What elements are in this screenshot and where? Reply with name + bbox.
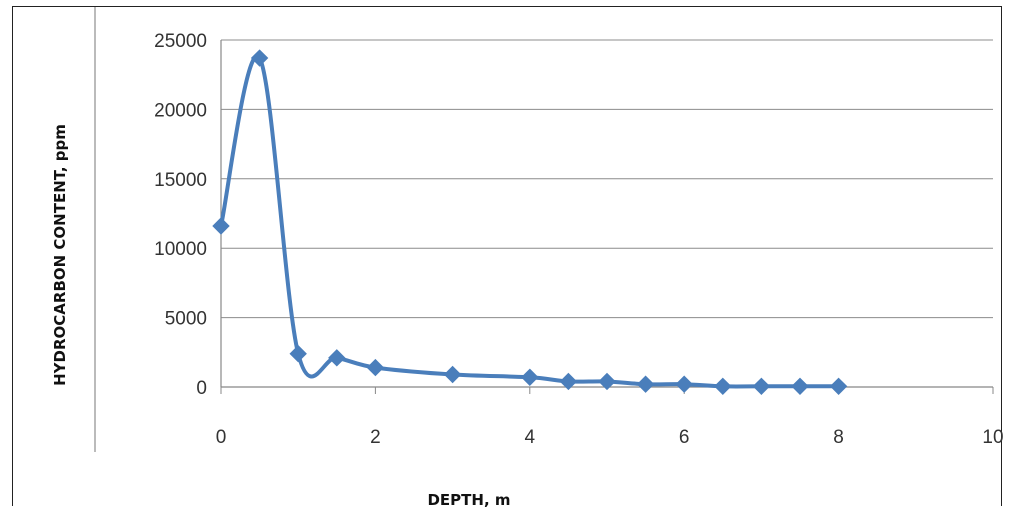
y-tick-label: 15000 — [154, 170, 207, 191]
data-series — [212, 49, 848, 396]
data-point-marker — [559, 372, 578, 391]
data-point-marker — [250, 49, 269, 67]
data-point-marker — [212, 217, 230, 235]
x-tick-label: 2 — [370, 427, 381, 448]
data-point-marker — [443, 365, 462, 384]
x-tick-label: 4 — [525, 427, 536, 448]
x-tick-label: 10 — [982, 427, 1003, 448]
y-tick-label: 0 — [196, 378, 207, 399]
data-point-marker — [366, 358, 385, 377]
x-tick-label: 0 — [216, 427, 227, 448]
x-tick-label: 6 — [679, 427, 690, 448]
data-point-marker — [328, 349, 346, 367]
chart-svg: 0 5000 10000 15000 20000 25000 0 2 4 6 8 10 DEPTH, … — [51, 7, 1004, 509]
y-tick-label: 25000 — [154, 31, 207, 52]
data-point-marker — [598, 372, 616, 391]
data-point-marker — [791, 377, 809, 396]
series-line — [219, 54, 839, 389]
y-axis-title: HYDROCARBON CONTENT, ppm — [51, 124, 69, 386]
data-point-marker — [714, 377, 732, 396]
axes — [94, 7, 994, 452]
chart-frame: 0 5000 10000 15000 20000 25000 0 2 4 6 8 10 DEPTH, … — [12, 6, 1004, 509]
gridlines — [221, 39, 993, 319]
y-tick-label: 5000 — [165, 309, 207, 330]
y-tick-label: 20000 — [154, 100, 207, 121]
data-point-marker — [636, 375, 655, 393]
x-axis-title: DEPTH, m — [427, 491, 510, 509]
data-point-marker — [829, 377, 848, 396]
data-point-marker — [521, 368, 539, 386]
x-tick-label: 8 — [833, 427, 844, 448]
data-point-marker — [675, 375, 693, 393]
data-point-marker — [289, 344, 307, 363]
data-point-marker — [752, 377, 771, 396]
y-tick-label: 10000 — [154, 239, 207, 260]
tick-labels: 0 5000 10000 15000 20000 25000 0 2 4 6 8 10 — [154, 31, 1003, 448]
